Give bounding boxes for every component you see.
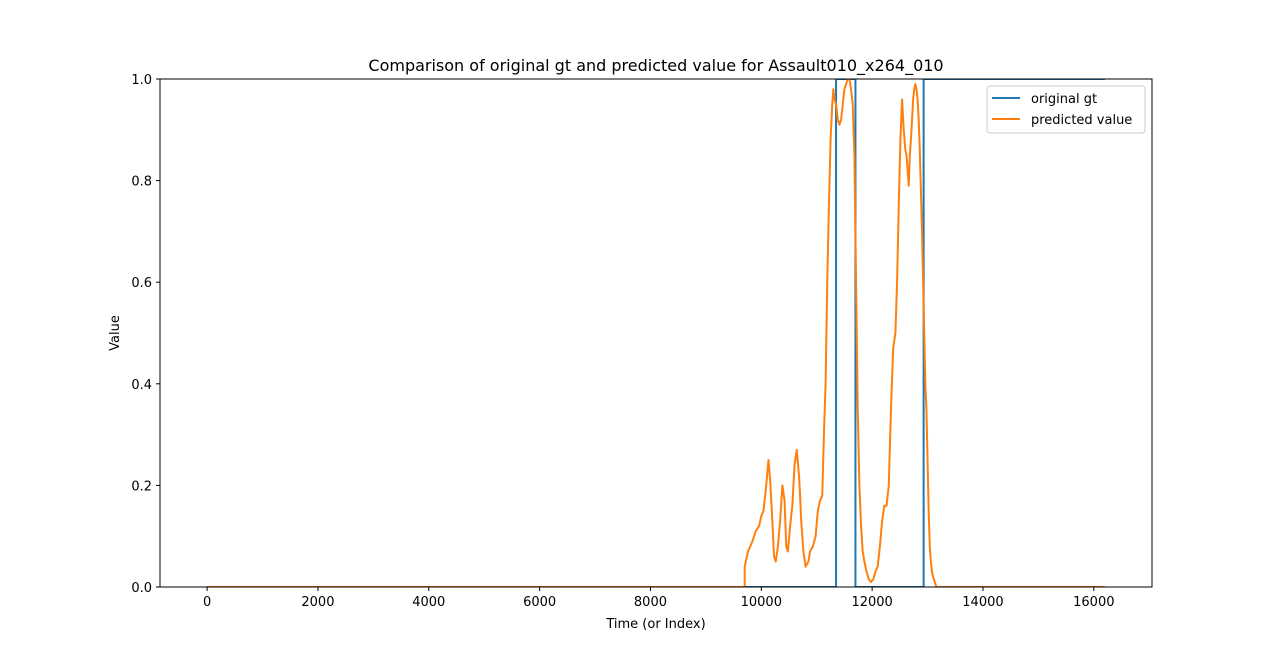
x-tick-label: 8000 xyxy=(634,595,667,610)
y-tick-label: 0.0 xyxy=(131,581,152,596)
legend-label-predicted-value: predicted value xyxy=(1031,113,1132,128)
series-line-original-gt xyxy=(207,79,1105,587)
x-tick-label: 12000 xyxy=(851,595,892,610)
y-tick-label: 0.2 xyxy=(131,479,152,494)
y-axis-label: Value xyxy=(108,315,123,351)
y-axis-ticks: 0.0 0.2 0.4 0.6 0.8 1.0 xyxy=(131,73,160,596)
plot-area-background xyxy=(160,79,1152,587)
series-line-predicted-value xyxy=(207,79,1105,587)
plot-frame xyxy=(159,78,1153,588)
y-tick-label: 0.4 xyxy=(131,378,152,393)
x-tick-label: 10000 xyxy=(741,595,782,610)
legend-frame xyxy=(986,85,1146,134)
chart-title: Comparison of original gt and predicted … xyxy=(368,56,943,76)
x-tick-label: 16000 xyxy=(1073,595,1114,610)
x-axis-ticks: 0 2000 4000 6000 8000 10000 12000 14000 16000 xyxy=(203,587,1114,610)
series-layer xyxy=(207,79,1105,587)
y-tick-label: 0.8 xyxy=(131,175,152,190)
y-tick-label: 0.6 xyxy=(131,276,152,291)
x-axis-label: Time (or Index) xyxy=(605,617,705,632)
x-tick-label: 4000 xyxy=(412,595,445,610)
legend-label-original-gt: original gt xyxy=(1031,92,1097,107)
legend: original gt predicted value xyxy=(986,85,1146,134)
y-tick-label: 1.0 xyxy=(131,73,152,88)
x-tick-label: 2000 xyxy=(301,595,334,610)
x-tick-label: 14000 xyxy=(962,595,1003,610)
x-tick-label: 0 xyxy=(203,595,211,610)
x-tick-label: 6000 xyxy=(523,595,556,610)
